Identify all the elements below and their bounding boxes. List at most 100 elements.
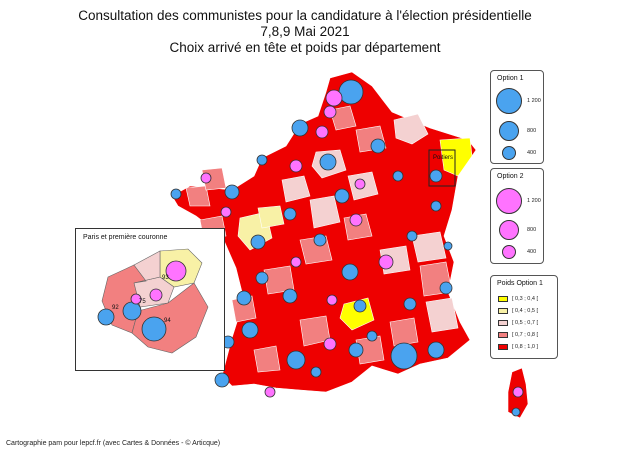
legend-option1-circle-large: [496, 88, 522, 114]
department-circle-2: [325, 89, 343, 107]
department-circle-46: [354, 178, 366, 190]
department-circle-34: [390, 342, 418, 370]
department-circle-7: [319, 153, 337, 171]
department-circle-3: [291, 119, 309, 137]
title-line-2: 7,8,9 Mai 2021: [260, 24, 350, 39]
legend-weight-label-2: [ 0,4 ; 0,5 [: [512, 308, 538, 314]
department-fill-6: [185, 185, 211, 207]
legend-option1: Option 1 1 200 800 400: [490, 70, 544, 164]
department-circle-8: [289, 159, 303, 173]
department-fill-1: [393, 113, 429, 145]
paris-inset-map: 93 92 75 94: [97, 248, 209, 354]
legend-weight-swatch-4: [498, 332, 508, 338]
legend-option2-label-small: 400: [527, 249, 537, 255]
department-circle-32: [323, 337, 337, 351]
department-circle-11: [200, 172, 212, 184]
inset-label-94: 94: [164, 318, 171, 324]
department-circle-30: [241, 321, 259, 339]
department-circle-31: [286, 350, 306, 370]
department-circle-18: [313, 233, 327, 247]
department-circle-9: [256, 154, 268, 166]
inset-label-75: 75: [139, 299, 146, 305]
legend-option2-label-large: 1 200: [527, 198, 541, 204]
map-title: Consultation des communistes pour la can…: [0, 8, 610, 56]
legend-option2-circle-medium: [499, 220, 519, 240]
legend-option2-label-medium: 800: [527, 227, 537, 233]
department-fill-25: [329, 105, 357, 131]
inset-circle-75b: [130, 293, 142, 305]
department-fills: [171, 71, 529, 419]
legend-weight: Poids Option 1 [ 0,3 ; 0,4 [ [ 0,4 ; 0,5…: [490, 275, 558, 359]
legend-option1-circle-small: [502, 146, 516, 160]
legend-weight-swatch-3: [498, 320, 508, 326]
legend-option2: Option 2 1 200 800 400: [490, 168, 544, 264]
department-fill-14: [425, 297, 459, 333]
department-circle-45: [392, 170, 404, 182]
department-circle-13: [220, 206, 232, 218]
inset-title: Paris et première couronne: [83, 234, 168, 241]
department-circle-37: [214, 372, 230, 388]
department-fill-9: [309, 195, 341, 229]
legend-weight-label-3: [ 0,5 ; 0,7 [: [512, 320, 538, 326]
department-fill-24: [439, 137, 473, 177]
department-circle-20: [378, 254, 394, 270]
department-circle-44: [315, 125, 329, 139]
legend-weight-label-1: [ 0,3 ; 0,4 [: [512, 296, 538, 302]
legend-option1-circle-medium: [499, 121, 519, 141]
department-circle-35: [427, 341, 445, 359]
department-circle-25: [353, 299, 367, 313]
legend-option2-circle-large: [496, 188, 522, 214]
department-circle-47: [443, 241, 453, 251]
department-fill-12: [411, 231, 447, 263]
department-circle-42: [511, 407, 521, 417]
paris-inset: Paris et première couronne 93 92 75 94: [75, 228, 225, 371]
inset-label-93: 93: [162, 275, 169, 281]
department-circle-24: [403, 297, 417, 311]
department-circle-5: [370, 138, 386, 154]
legend-weight-swatch-5: [498, 344, 508, 350]
department-circle-15: [283, 207, 297, 221]
title-line-3: Choix arrivé en tête et poids par départ…: [169, 40, 441, 55]
department-circle-14: [250, 234, 266, 250]
department-circle-17: [349, 213, 363, 227]
department-circle-12: [170, 188, 182, 200]
legend-weight-swatch-2: [498, 308, 508, 314]
legend-weight-title: Poids Option 1: [497, 280, 543, 287]
department-circle-40: [366, 330, 378, 342]
inset-circle-94: [141, 316, 167, 342]
department-circle-39: [310, 366, 322, 378]
department-circle-22: [430, 200, 442, 212]
department-fill-8: [281, 175, 311, 203]
department-circle-16: [334, 188, 350, 204]
department-circle-19: [341, 263, 359, 281]
department-circle-21: [406, 230, 418, 242]
department-circle-26: [326, 294, 338, 306]
inset-label-92: 92: [112, 305, 119, 311]
department-circle-4: [323, 105, 337, 119]
legend-option1-label-medium: 800: [527, 128, 537, 134]
department-circle-23: [439, 281, 453, 295]
department-circle-27: [282, 288, 298, 304]
inset-circle-paris: [149, 288, 163, 302]
department-circle-10: [224, 184, 240, 200]
inset-circle-92: [97, 308, 115, 326]
legend-option1-title: Option 1: [497, 75, 524, 82]
map-place-label: Poitiers: [433, 155, 453, 161]
legend-weight-label-4: [ 0,7 ; 0,8 [: [512, 332, 538, 338]
legend-option1-label-large: 1 200: [527, 98, 541, 104]
department-circle-33: [348, 342, 364, 358]
legend-weight-swatch-1: [498, 296, 508, 302]
inset-circle-93: [165, 260, 187, 282]
legend-option2-circle-small: [502, 245, 516, 259]
legend-option2-title: Option 2: [497, 173, 524, 180]
department-fill-5: [257, 205, 285, 229]
department-circle-41: [512, 386, 524, 398]
department-fill-18: [389, 317, 419, 347]
department-circle-1: [338, 79, 364, 105]
inset-dept-north: [133, 250, 161, 284]
department-circle-6: [429, 169, 443, 183]
map-credit: Cartographie pam pour lepcf.fr (avec Car…: [6, 440, 221, 447]
department-circle-43: [290, 256, 302, 268]
department-fill-19: [253, 345, 281, 373]
